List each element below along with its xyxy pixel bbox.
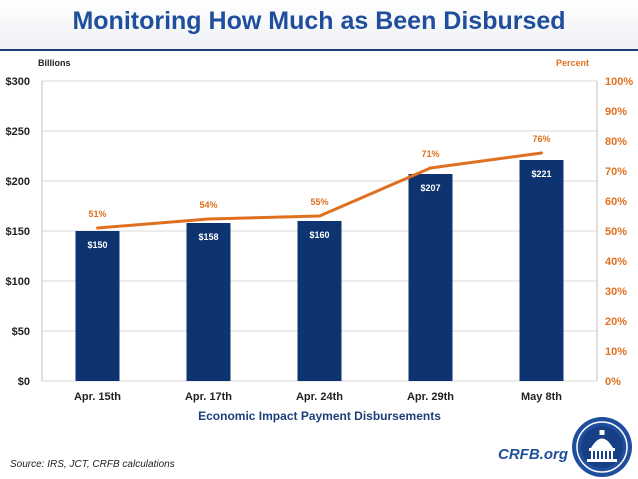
percent-point [318,214,321,218]
y-tick-label-right: 10% [605,346,627,358]
percent-label: 54% [199,200,217,210]
bar-value-label: $150 [87,240,107,250]
bar-value-label: $160 [309,230,329,240]
y-axis-title-left: Billions [38,58,71,68]
bar [186,223,231,381]
bar [408,174,453,381]
title-band [0,0,638,50]
percent-point [96,226,99,230]
source-note: Source: IRS, JCT, CRFB calculations [10,459,175,470]
percent-point [540,151,543,155]
y-tick-label-right: 30% [605,286,627,298]
percent-point [207,217,210,221]
y-tick-label-right: 60% [605,196,627,208]
percent-point [429,166,432,170]
percent-label: 55% [310,197,328,207]
y-tick-label-right: 70% [605,166,627,178]
x-tick-label: Apr. 24th [296,391,343,403]
page-title: Monitoring How Much as Been Disbursed [72,7,566,35]
y-tick-label-left: $150 [6,226,30,238]
bar [75,231,120,381]
y-tick-label-right: 20% [605,316,627,328]
title-divider [0,49,638,51]
y-tick-label-right: 100% [605,76,633,88]
y-tick-label-right: 90% [605,106,627,118]
percent-label: 76% [532,134,550,144]
percent-label: 51% [88,209,106,219]
y-tick-label-left: $100 [6,276,30,288]
x-tick-label: Apr. 15th [74,391,121,403]
y-tick-label-left: $200 [6,176,30,188]
percent-label: 71% [421,149,439,159]
x-tick-label: May 8th [521,391,562,403]
y-tick-label-right: 0% [605,376,621,388]
y-tick-label-left: $0 [18,376,30,388]
bar [519,160,564,381]
y-tick-label-left: $50 [12,326,30,338]
x-tick-label: Apr. 29th [407,391,454,403]
bar [297,221,342,381]
x-axis-title: Economic Impact Payment Disbursements [198,409,441,423]
y-axis-title-right: Percent [556,58,589,68]
y-tick-label-right: 40% [605,256,627,268]
y-tick-label-left: $250 [6,126,30,138]
brand-link[interactable]: CRFB.org [498,446,568,463]
y-tick-label-left: $300 [6,76,30,88]
bar-value-label: $207 [420,183,440,193]
y-tick-label-right: 80% [605,136,627,148]
x-tick-label: Apr. 17th [185,391,232,403]
capitol-dome-seal-icon [572,417,632,477]
bar-value-label: $221 [531,169,551,179]
y-tick-label-right: 50% [605,226,627,238]
bar-value-label: $158 [198,232,218,242]
